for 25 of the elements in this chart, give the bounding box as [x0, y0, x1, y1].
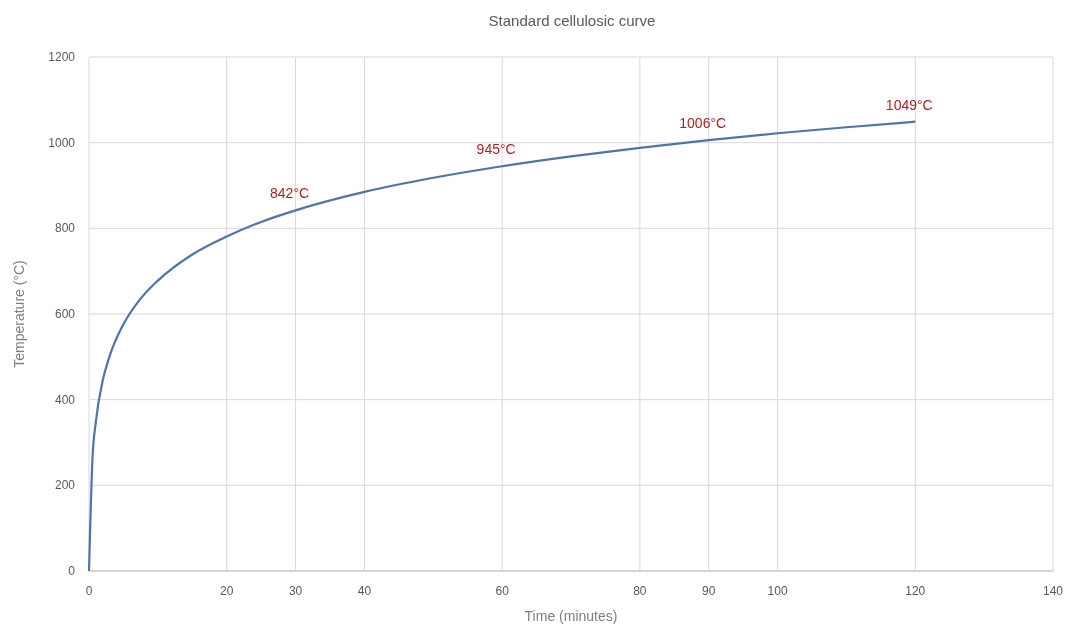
chart-title: Standard cellulosic curve — [488, 12, 656, 29]
y-tick-label: 400 — [54, 392, 76, 407]
x-tick-label: 100 — [767, 584, 788, 598]
y-tick-label: 1000 — [48, 135, 76, 150]
data-label: 1006°C — [679, 115, 727, 132]
y-tick-label: 800 — [54, 221, 76, 236]
x-tick-label: 60 — [495, 584, 510, 598]
data-label: 945°C — [476, 141, 516, 158]
line-series — [87, 120, 917, 573]
x-tick-label: 140 — [1042, 584, 1064, 598]
y-tick-label: 1200 — [48, 50, 76, 64]
y-axis-title: Temperature (°C) — [11, 260, 27, 368]
x-tick-label: 0 — [85, 584, 93, 598]
x-tick-label: 40 — [357, 584, 372, 598]
data-label: 842°C — [270, 185, 310, 202]
y-tick-label: 0 — [68, 564, 76, 578]
y-tick-label: 200 — [54, 478, 76, 493]
x-tick-label: 80 — [633, 584, 647, 598]
x-axis-title: Time (minutes) — [524, 608, 618, 624]
data-label: 1049°C — [885, 96, 933, 113]
x-tick-label: 90 — [702, 584, 716, 598]
y-tick-label: 600 — [54, 307, 76, 321]
x-tick-label: 120 — [905, 584, 926, 598]
x-tick-label: 30 — [288, 584, 303, 598]
x-tick-label: 20 — [220, 584, 234, 598]
